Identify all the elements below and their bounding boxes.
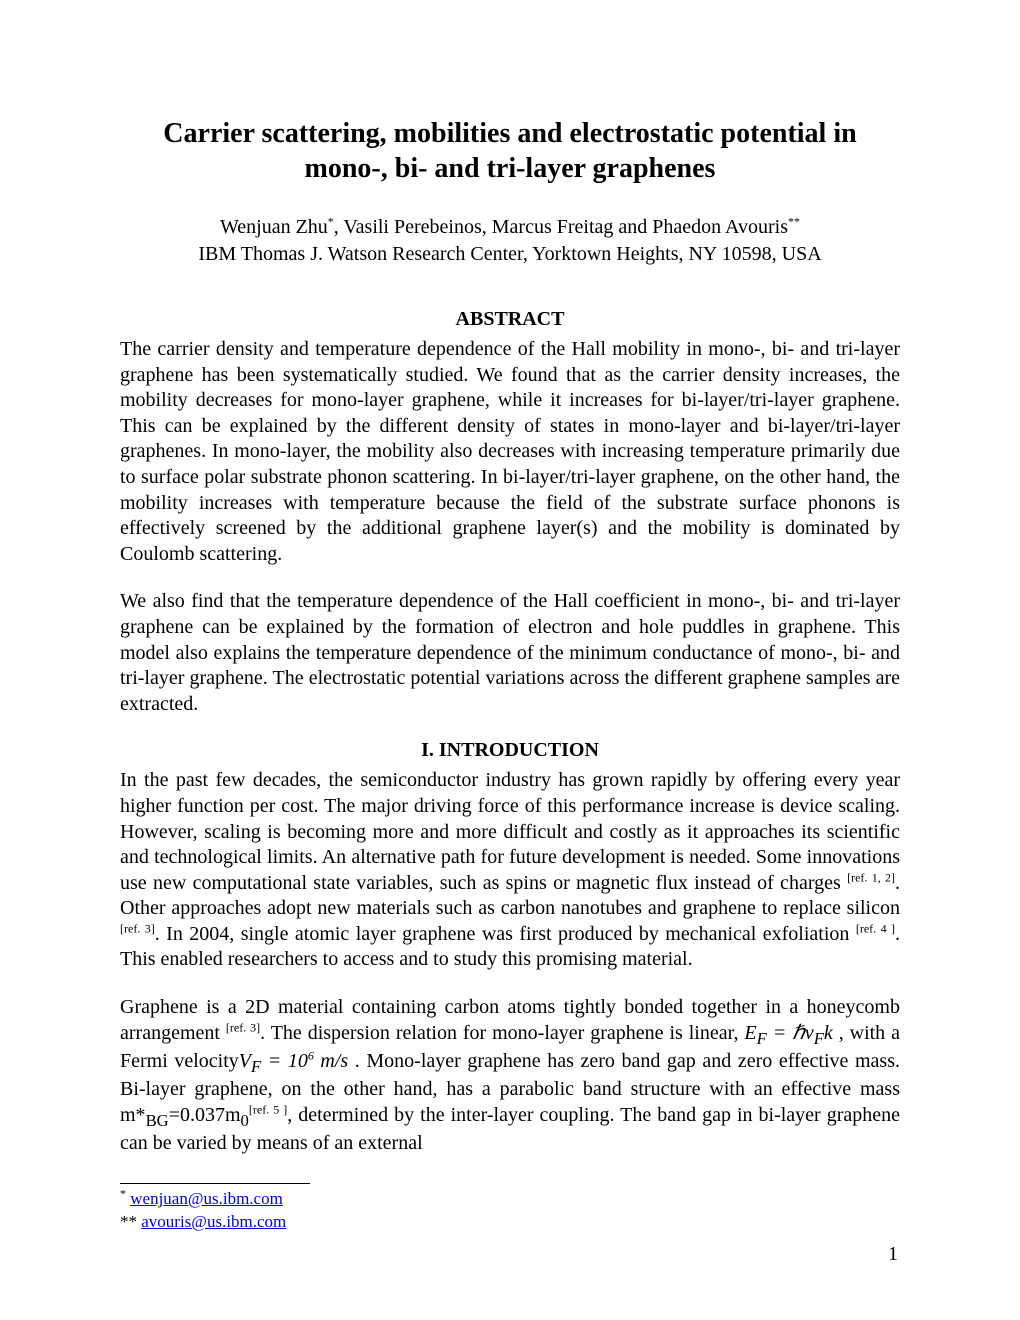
fn-marker-1: * xyxy=(328,214,334,228)
ref-5: [ref. 5 ] xyxy=(249,1102,287,1116)
page-number: 1 xyxy=(888,1243,898,1266)
eq-ef-k: k xyxy=(824,1022,833,1044)
eq-ef-sub2: F xyxy=(814,1029,824,1048)
eq-vf: VF = 106 m/s xyxy=(239,1050,348,1072)
eq-vf-unit: m/s xyxy=(314,1050,348,1072)
intro-paragraph-1: In the past few decades, the semiconduct… xyxy=(120,768,900,973)
eq-mbg-sub0: 0 xyxy=(241,1111,249,1130)
ref-3b: [ref. 3] xyxy=(226,1020,260,1034)
abstract-paragraph-1: The carrier density and temperature depe… xyxy=(120,337,900,567)
intro-p1-text-c: . In 2004, single atomic layer graphene … xyxy=(155,923,856,945)
eq-vf-eq: = 10 xyxy=(261,1050,308,1072)
introduction-heading: I. INTRODUCTION xyxy=(120,739,900,762)
authors-block: Wenjuan Zhu*, Vasili Perebeinos, Marcus … xyxy=(120,214,900,268)
footnote-rule xyxy=(120,1183,310,1184)
affiliation: IBM Thomas J. Watson Research Center, Yo… xyxy=(198,243,821,265)
footnote-1-marker: * xyxy=(120,1186,126,1200)
eq-ef-E: E xyxy=(744,1022,756,1044)
footnote-1: * wenjuan@us.ibm.com xyxy=(120,1188,900,1211)
eq-mbg-sub: BG xyxy=(146,1111,169,1130)
footnote-2-marker: ** xyxy=(120,1212,137,1231)
eq-ef-mid: = ℏv xyxy=(767,1022,814,1044)
ref-3a: [ref. 3] xyxy=(120,921,155,935)
eq-mbg-eq: =0.037m xyxy=(169,1104,241,1126)
abstract-heading: ABSTRACT xyxy=(120,308,900,331)
abstract-paragraph-2: We also find that the temperature depend… xyxy=(120,589,900,717)
eq-vf-V: V xyxy=(239,1050,251,1072)
authors-line: Wenjuan Zhu*, Vasili Perebeinos, Marcus … xyxy=(220,216,800,238)
footnote-2: ** avouris@us.ibm.com xyxy=(120,1211,900,1234)
intro-paragraph-2: Graphene is a 2D material containing car… xyxy=(120,995,900,1157)
page: Carrier scattering, mobilities and elect… xyxy=(0,0,1020,1320)
eq-ef: EF = ℏvFk xyxy=(744,1022,832,1044)
intro-p2-text-b: . The dispersion relation for mono-layer… xyxy=(260,1022,744,1044)
paper-title: Carrier scattering, mobilities and elect… xyxy=(120,116,900,186)
fn-marker-2: ** xyxy=(788,214,800,228)
footnote-1-email-link[interactable]: wenjuan@us.ibm.com xyxy=(130,1189,283,1208)
eq-ef-sub: F xyxy=(757,1029,767,1048)
footnote-2-email-link[interactable]: avouris@us.ibm.com xyxy=(141,1212,286,1231)
eq-vf-sub: F xyxy=(251,1057,261,1076)
footnotes: * wenjuan@us.ibm.com ** avouris@us.ibm.c… xyxy=(120,1188,900,1234)
ref-4: [ref. 4 ] xyxy=(856,921,895,935)
intro-p1-text-a: In the past few decades, the semiconduct… xyxy=(120,769,900,893)
ref-1-2: [ref. 1, 2] xyxy=(847,870,895,884)
